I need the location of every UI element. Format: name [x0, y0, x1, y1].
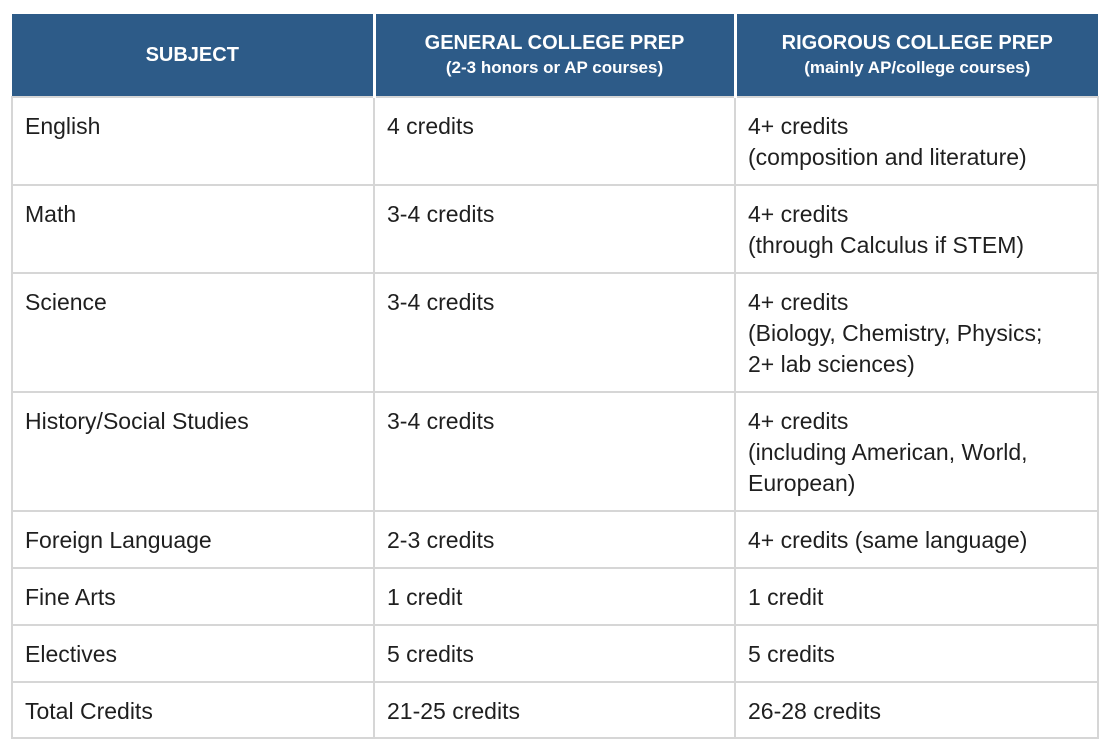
- general-credits-cell: 3-4 credits: [373, 184, 736, 274]
- rigorous-credits-line: European): [748, 470, 856, 496]
- table-row: History/Social Studies 3-4 credits 4+ cred…: [11, 391, 1099, 512]
- rigorous-credits-line: (including American, World,: [748, 439, 1028, 465]
- rigorous-credits-cell: 4+ credits (composition and literature): [734, 96, 1099, 186]
- rigorous-credits-line: 1 credit: [748, 584, 824, 610]
- header-row: SUBJECT GENERAL COLLEGE PREP (2-3 honors…: [12, 14, 1098, 97]
- header-general-title: GENERAL COLLEGE PREP: [424, 32, 685, 54]
- general-credits-cell: 21-25 credits: [373, 681, 736, 739]
- table-row: Fine Arts 1 credit 1 credit: [11, 567, 1099, 626]
- table-row: Math 3-4 credits 4+ credits (through Calcul…: [11, 184, 1099, 274]
- subject-cell: Electives: [11, 624, 375, 683]
- table-row: Foreign Language 2-3 credits 4+ credits (s…: [11, 510, 1099, 569]
- rigorous-credits-cell: 26-28 credits: [734, 681, 1099, 739]
- rigorous-credits-line: 4+ credits: [748, 289, 849, 315]
- general-credits-cell: 1 credit: [373, 567, 736, 626]
- header-rigorous-college-prep: RIGOROUS COLLEGE PREP (mainly AP/college…: [733, 14, 1098, 97]
- subject-cell: Foreign Language: [11, 510, 375, 569]
- header-subject: SUBJECT: [12, 14, 374, 97]
- rigorous-credits-line: 4+ credits: [748, 113, 849, 139]
- general-credits-cell: 2-3 credits: [373, 510, 736, 569]
- subject-cell: Math: [11, 184, 375, 274]
- rigorous-credits-line: 4+ credits: [748, 408, 849, 434]
- subject-cell: History/Social Studies: [11, 391, 375, 512]
- table-body: English 4 credits 4+ credits (composition a…: [11, 96, 1099, 739]
- header-general-subtitle: (2-3 honors or AP courses): [445, 58, 664, 77]
- rigorous-credits-line: 4+ credits: [748, 201, 849, 227]
- general-credits-cell: 3-4 credits: [373, 391, 736, 512]
- rigorous-credits-cell: 5 credits: [734, 624, 1099, 683]
- general-credits-cell: 4 credits: [373, 96, 736, 186]
- header-general-college-prep: GENERAL COLLEGE PREP (2-3 honors or AP c…: [372, 14, 735, 97]
- table-header: SUBJECT GENERAL COLLEGE PREP (2-3 honors…: [12, 14, 1098, 97]
- subject-cell: Science: [11, 272, 375, 393]
- header-rigorous-subtitle: (mainly AP/college courses): [804, 58, 1031, 77]
- table-row: English 4 credits 4+ credits (composition a…: [11, 96, 1099, 186]
- rigorous-credits-line: 4+ credits (same language): [748, 527, 1028, 553]
- rigorous-credits-line: 2+ lab sciences): [748, 351, 915, 377]
- table-row: Total Credits 21-25 credits 26-28 credits: [11, 681, 1099, 739]
- general-credits-cell: 3-4 credits: [373, 272, 736, 393]
- subject-cell: English: [11, 96, 375, 186]
- rigorous-credits-cell: 4+ credits (including American, World, Eur…: [734, 391, 1099, 512]
- rigorous-credits-cell: 4+ credits (same language): [734, 510, 1099, 569]
- subject-cell: Total Credits: [11, 681, 375, 739]
- header-subject-title: SUBJECT: [145, 43, 239, 66]
- credits-comparison-table: SUBJECT GENERAL COLLEGE PREP (2-3 honors…: [11, 14, 1099, 739]
- rigorous-credits-cell: 1 credit: [734, 567, 1099, 626]
- rigorous-credits-line: 26-28 credits: [748, 698, 881, 724]
- rigorous-credits-line: (Biology, Chemistry, Physics;: [748, 320, 1043, 346]
- table-row: Science 3-4 credits 4+ credits (Biology, Ch…: [11, 272, 1099, 393]
- subject-cell: Fine Arts: [11, 567, 375, 626]
- rigorous-credits-line: (composition and literature): [748, 144, 1027, 170]
- rigorous-credits-cell: 4+ credits (Biology, Chemistry, Physics; 2…: [734, 272, 1099, 393]
- table-row: Electives 5 credits 5 credits: [11, 624, 1099, 683]
- credits-comparison-table-wrapper: SUBJECT GENERAL COLLEGE PREP (2-3 honors…: [11, 14, 1099, 739]
- rigorous-credits-cell: 4+ credits (through Calculus if STEM): [734, 184, 1099, 274]
- rigorous-credits-line: 5 credits: [748, 641, 835, 667]
- general-credits-cell: 5 credits: [373, 624, 736, 683]
- header-rigorous-title: RIGOROUS COLLEGE PREP: [781, 32, 1053, 54]
- rigorous-credits-line: (through Calculus if STEM): [748, 232, 1025, 258]
